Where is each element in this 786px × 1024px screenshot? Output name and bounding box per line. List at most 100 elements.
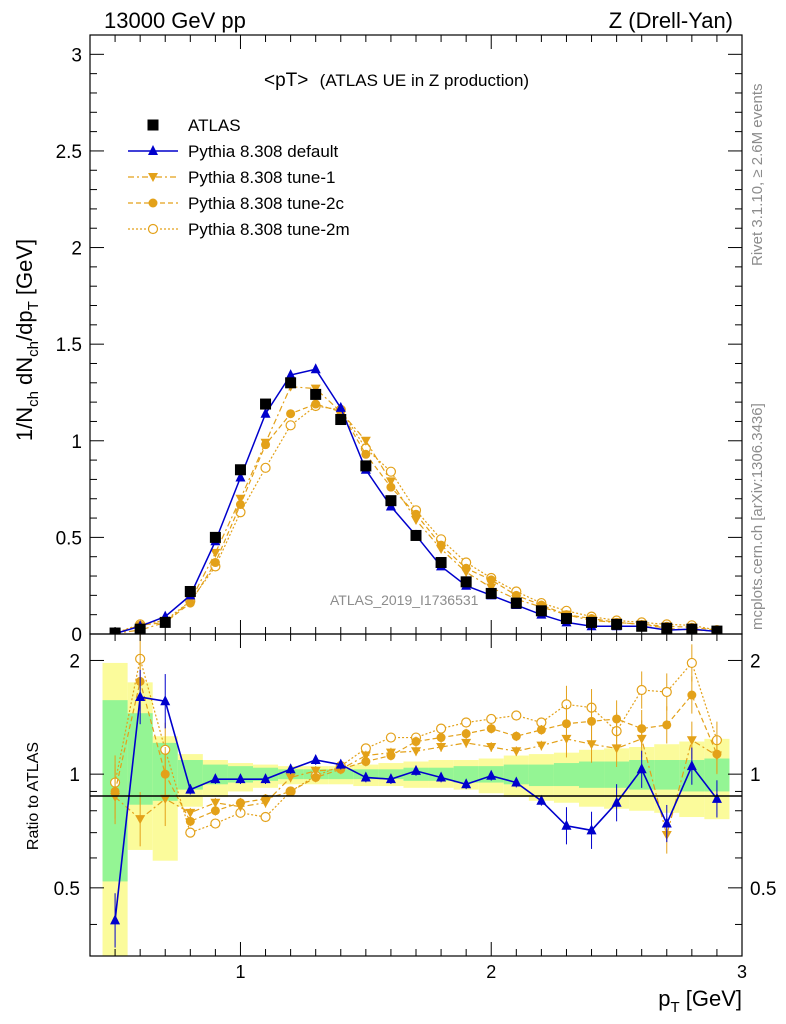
main-point-0-19	[586, 616, 598, 628]
main-point-0-20	[611, 618, 623, 630]
ratio-point-1-19	[586, 740, 597, 750]
ratio-point-0-21	[636, 763, 647, 774]
header-left: 13000 GeV pp	[104, 8, 246, 33]
ratio-point-2-23	[687, 690, 697, 700]
ratio-point-2-13	[436, 733, 446, 743]
legend-marker-4	[147, 223, 159, 235]
ratio-point-1-10	[360, 751, 371, 761]
ratio-point-0-4	[210, 773, 221, 784]
ratio-point-2-17	[536, 725, 546, 735]
ratio-point-0-10	[360, 771, 371, 782]
y-tick-label-ratio-right: 2	[750, 651, 761, 672]
ratio-point-2-19	[587, 716, 597, 726]
main-point-0-15	[485, 587, 497, 599]
y-tick-label-ratio: 1	[69, 765, 80, 786]
y-axis-title-main: 1/Nch dNch/dpT [GeV]	[12, 239, 42, 441]
ratio-point-1-12	[411, 747, 421, 757]
header-right: Z (Drell-Yan)	[609, 8, 733, 33]
main-point-1-5	[235, 471, 246, 482]
x-tick-label: 1	[235, 962, 245, 982]
ratio-point-0-20	[611, 796, 622, 807]
mcplots-label: mcplots.cern.ch [arXiv:1306.3436]	[749, 403, 766, 630]
main-point-1-8	[310, 363, 321, 374]
ratio-point-1-1	[135, 815, 146, 825]
ratio-point-1-17	[536, 741, 547, 751]
ratio-point-0-18	[561, 819, 572, 830]
main-point-0-4	[209, 531, 221, 543]
y-tick-label-main: 1	[71, 432, 82, 453]
ratio-point-3-16	[511, 710, 522, 721]
y-axis-title-ratio: Ratio to ATLAS	[25, 742, 42, 850]
main-point-0-5	[234, 464, 246, 476]
ratio-point-3-21	[636, 684, 647, 696]
ratio-point-0-1	[135, 691, 146, 702]
ratio-point-0-3	[185, 783, 196, 794]
x-axis-title: pT [GeV]	[658, 986, 742, 1016]
main-point-0-7	[285, 377, 297, 389]
axis-ticks	[90, 35, 742, 956]
main-point-3-10	[361, 449, 371, 459]
legend-marker-3	[148, 198, 158, 208]
main-point-2-10	[360, 436, 371, 446]
y-tick-label-ratio-right: 1	[750, 765, 761, 786]
ratio-point-0-17	[536, 794, 547, 805]
ratio-point-1-2	[160, 794, 171, 804]
ratio-point-3-11	[385, 732, 397, 743]
ratio-point-2-7	[286, 786, 296, 796]
main-point-4-6	[260, 462, 271, 473]
main-point-0-18	[560, 613, 572, 625]
band-inner-19	[579, 761, 605, 788]
legend-label-0: ATLAS	[188, 116, 241, 135]
legend-label-3: Pythia 8.308 tune-2c	[188, 194, 344, 213]
main-point-1-9	[335, 401, 346, 412]
main-point-0-13	[435, 557, 447, 569]
ratio-band	[102, 662, 730, 956]
ratio-point-0-23	[686, 760, 697, 771]
main-point-0-9	[335, 414, 347, 426]
main-point-2-14	[461, 568, 472, 578]
x-tick-label: 3	[737, 962, 747, 982]
ratio-point-2-22	[662, 720, 672, 730]
legend-label-2: Pythia 8.308 tune-1	[188, 168, 335, 187]
legend-marker-1	[148, 145, 158, 155]
main-point-4-7	[285, 420, 296, 431]
main-point-1-6	[260, 407, 271, 418]
ratio-point-0-24	[711, 792, 722, 803]
ratio-point-2-12	[411, 737, 421, 747]
ratio-point-1-14	[461, 738, 472, 748]
ratio-point-3-15	[486, 713, 497, 725]
ratio-point-0-0	[110, 914, 121, 925]
ratio-point-1-3	[185, 808, 196, 818]
ratio-point-0-6	[260, 773, 271, 784]
ratio-point-1-13	[436, 742, 447, 752]
main-point-2-4	[210, 548, 221, 558]
ratio-point-0-11	[385, 773, 396, 784]
band-inner-18	[553, 763, 579, 787]
main-point-0-17	[535, 605, 547, 617]
main-point-2-5	[235, 494, 246, 504]
main-point-2-3	[185, 597, 196, 607]
band-inner-14	[453, 766, 479, 783]
ratio-line-0	[114, 696, 718, 921]
main-point-4-11	[385, 466, 397, 477]
ratio-point-1-18	[561, 734, 572, 744]
ratio-point-2-8	[311, 772, 321, 782]
ratio-point-2-20	[612, 714, 622, 724]
ratio-point-1-7	[285, 773, 296, 783]
ratio-series	[109, 634, 723, 948]
y-tick-label-main: 3	[71, 45, 82, 66]
tick-labels: 1 2 3 0 0.5 1 1.5 2 2.5 3 0.5 0.5 1 1 2 2	[54, 45, 777, 982]
ratio-point-0-14	[461, 778, 472, 789]
main-point-0-8	[310, 388, 322, 400]
plot-title: <pT> (ATLAS UE in Z production)	[264, 70, 529, 91]
ratio-point-1-6	[260, 798, 271, 808]
main-point-0-21	[636, 620, 648, 632]
main-point-0-2	[159, 616, 171, 628]
band-inner-17	[528, 764, 554, 787]
main-point-0-10	[360, 460, 372, 472]
legend-label-1: Pythia 8.308 default	[188, 142, 339, 161]
ratio-point-0-13	[436, 771, 447, 782]
ratio-point-1-16	[511, 747, 522, 757]
band-inner-16	[503, 764, 529, 785]
ratio-point-1-23	[686, 736, 697, 746]
